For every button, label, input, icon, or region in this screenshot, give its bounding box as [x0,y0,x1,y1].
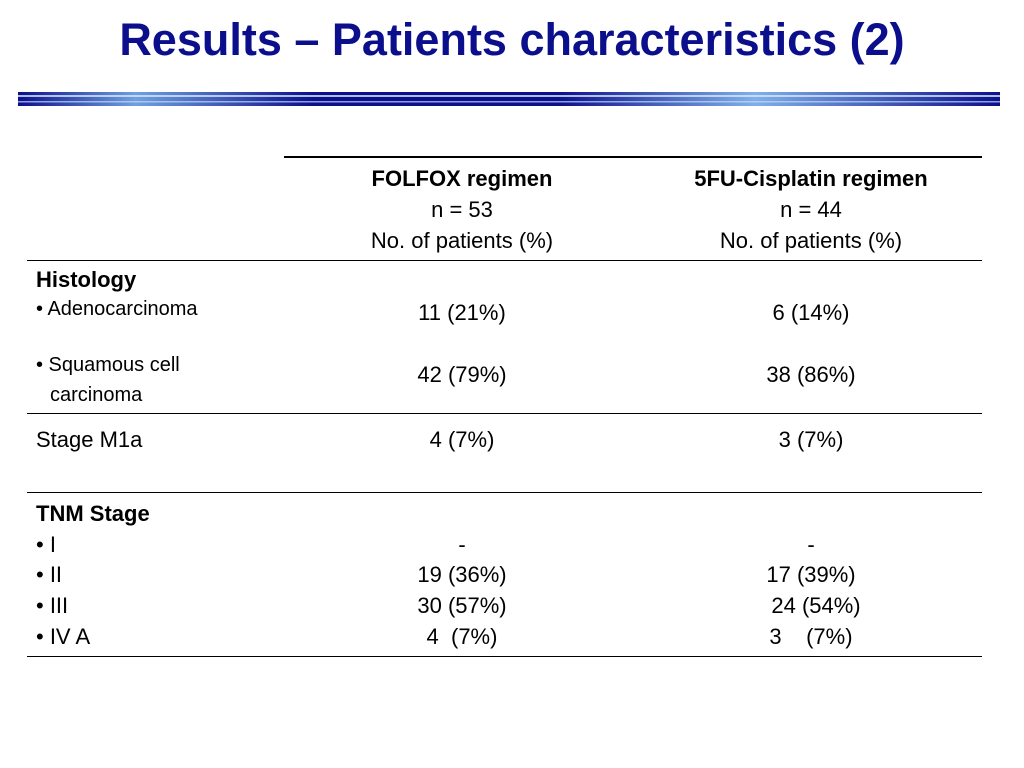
cell-cisplatin-adenocarcinoma: 6 (14%) [772,300,850,325]
cell-folfox-squamous: 42 (79%) [417,362,507,387]
header-cisplatin-name: 5FU-Cisplatin regimen [694,166,928,191]
cell-folfox-tnm-i: - [458,532,466,557]
row-label-stage-m1a: Stage M1a [36,427,143,452]
stage-m1a-bottom-rule [27,492,982,493]
cell-cisplatin-tnm-i: - [807,532,815,557]
cell-cisplatin-tnm-ii: 17 (39%) [766,562,856,587]
header-cisplatin: 5FU-Cisplatin regimen n = 44 No. of pati… [661,163,961,256]
table-bottom-rule [27,656,982,657]
header-folfox-unit: No. of patients (%) [370,228,554,253]
row-label-tnm-ii: • II [36,562,63,587]
cell-folfox-stage-m1a: 4 (7%) [429,427,495,452]
cell-folfox-tnm-ii: 19 (36%) [417,562,507,587]
cell-cisplatin-stage-m1a: 3 (7%) [778,427,844,452]
cell-folfox-adenocarcinoma: 11 (21%) [418,300,506,325]
header-folfox: FOLFOX regimen n = 53 No. of patients (%… [322,163,602,256]
histology-bottom-rule [27,413,982,414]
tnm-stage-label: TNM Stage [36,501,150,526]
cell-folfox-tnm-iii: 30 (57%) [417,593,507,618]
cell-cisplatin-squamous: 38 (86%) [766,362,856,387]
header-folfox-n: n = 53 [431,197,493,222]
table-top-rule [284,156,982,158]
row-label-squamous-line1: • Squamous cell [36,354,180,376]
title-divider [18,92,1000,106]
row-label-tnm-i: • I [36,532,56,557]
row-label-squamous-line2: carcinoma [50,384,143,406]
header-folfox-name: FOLFOX regimen [371,166,553,191]
header-cisplatin-unit: No. of patients (%) [719,228,903,253]
histology-label: Histology [36,267,137,292]
row-label-tnm-iii: • III [36,593,69,618]
row-label-tnm-iva: • IV A [36,624,91,649]
cell-cisplatin-tnm-iii: 24 (54%) [771,593,861,618]
slide-title: Results – Patients characteristics (2) [119,14,905,65]
cell-folfox-tnm-iva: 4 (7%) [426,624,498,649]
row-label-adenocarcinoma: • Adenocarcinoma [36,298,198,320]
cell-cisplatin-tnm-iva: 3 (7%) [769,624,853,649]
header-cisplatin-n: n = 44 [780,197,842,222]
header-bottom-rule [27,260,982,261]
